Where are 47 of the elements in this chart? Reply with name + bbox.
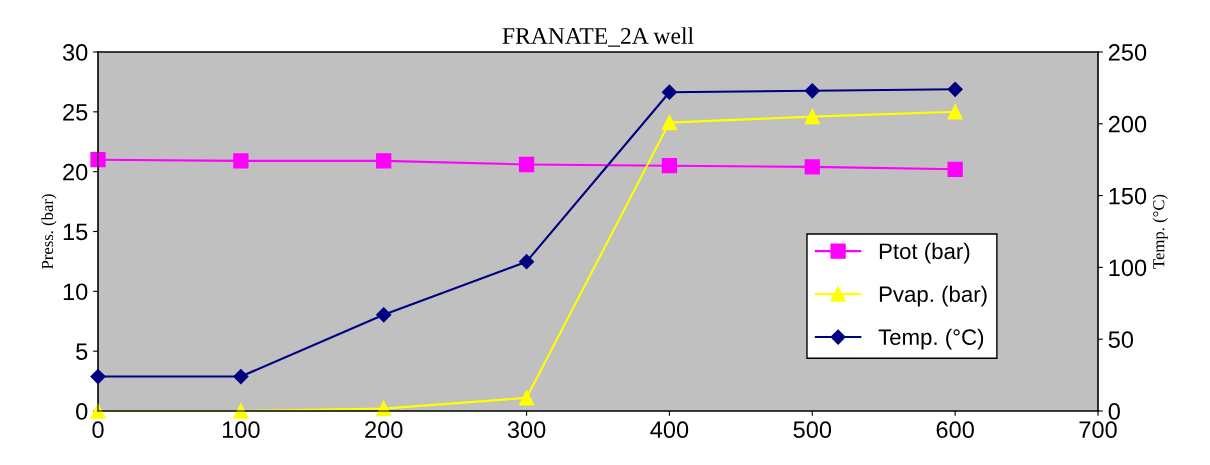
- chart-title: FRANATE_2A well: [502, 27, 694, 47]
- point: [804, 108, 820, 125]
- point: [661, 158, 678, 174]
- y-tick-label: 10: [63, 283, 88, 301]
- x-tick-label: 700: [1079, 421, 1117, 439]
- point: [518, 390, 535, 406]
- point: [90, 152, 106, 168]
- y2-tick-label: 0: [1108, 403, 1120, 420]
- point: [947, 161, 963, 177]
- x-tick-label: 600: [936, 421, 974, 439]
- point: [947, 81, 963, 97]
- x-tick-label: 200: [365, 421, 403, 439]
- point: [519, 254, 535, 270]
- point: [233, 153, 249, 169]
- point: [376, 307, 392, 323]
- point: [90, 368, 106, 385]
- x-tick-label: 0: [92, 421, 104, 439]
- y2-tick-label: 100: [1109, 259, 1147, 277]
- point: [661, 84, 677, 100]
- point: [804, 83, 820, 99]
- point: [376, 153, 392, 169]
- point: [661, 114, 678, 131]
- point: [947, 104, 963, 120]
- point: [90, 403, 106, 419]
- y-axis-title: Press. (bar): [41, 194, 57, 269]
- y2-axis-title: Temp. (°C): [1152, 194, 1168, 269]
- legend-label: Pvap. (bar): [879, 285, 987, 307]
- point: [233, 403, 249, 419]
- y2-tick-label: 200: [1108, 115, 1147, 133]
- point: [518, 156, 535, 173]
- x-tick-label: 500: [793, 421, 832, 439]
- y-tick-label: 0: [76, 403, 88, 420]
- x-tick-label: 100: [222, 421, 260, 439]
- x-tick-label: 400: [650, 421, 689, 439]
- point: [804, 159, 820, 175]
- y-tick-label: 5: [76, 343, 88, 360]
- legend-label: Ptot (bar): [879, 242, 970, 264]
- y-tick-label: 15: [63, 223, 88, 241]
- legend-label: Temp. (°C): [878, 328, 984, 350]
- y2-tick-label: 250: [1108, 44, 1147, 61]
- y-tick-label: 30: [62, 44, 88, 61]
- y-tick-label: 20: [63, 163, 88, 181]
- point: [233, 368, 249, 385]
- y2-tick-label: 150: [1109, 187, 1147, 205]
- y2-tick-label: 50: [1108, 331, 1134, 348]
- x-tick-label: 300: [507, 421, 546, 439]
- y-tick-label: 25: [63, 103, 88, 121]
